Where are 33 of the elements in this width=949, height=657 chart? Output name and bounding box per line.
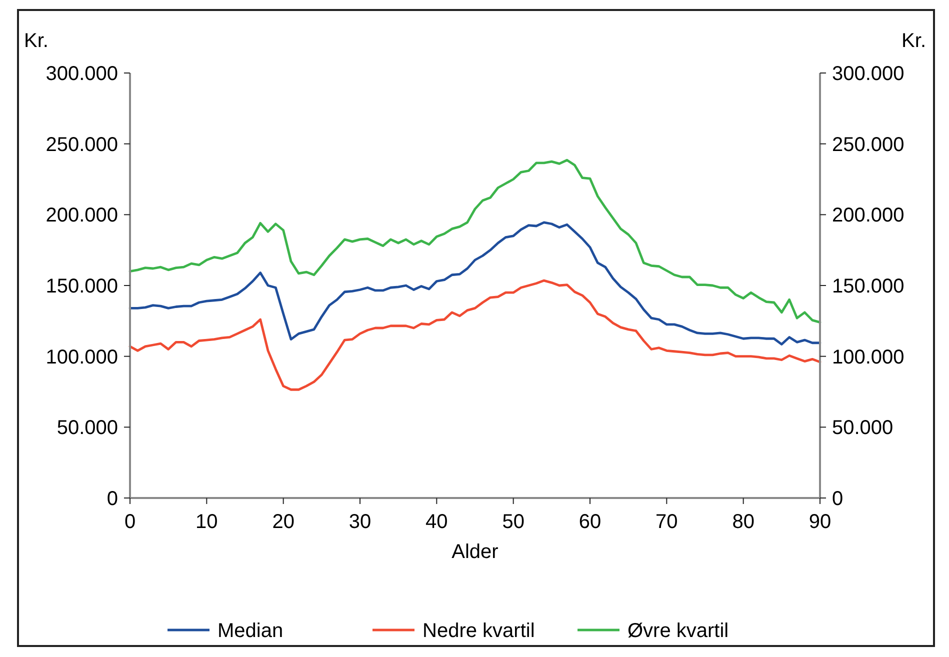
x-tick-label: 80 [732,511,754,533]
legend-label: Nedre kvartil [422,620,535,642]
line-series [128,279,822,391]
y-tick-label: 100.000 [46,346,118,368]
y-tick-label: 0 [106,488,118,510]
line-series [128,221,822,346]
y2-tick-label: 300.000 [832,63,904,85]
x-tick-label: 30 [348,511,372,533]
x-tick-label: 50 [502,511,524,533]
x-tick-label: 10 [196,511,218,533]
legend-label: Median [218,620,284,642]
y2-tick-label: 200.000 [832,204,904,227]
x-tick-label: 40 [426,511,448,533]
line-series [128,158,822,324]
x-axis-title: Alder [452,541,499,563]
y2-axis-title: Kr. [902,30,926,52]
y2-tick-label: 50.000 [832,417,894,440]
x-tick-label: 0 [124,511,136,533]
legend-label: Øvre kvartil [628,620,729,642]
x-tick-label: 60 [578,511,602,533]
y2-tick-label: 100.000 [832,346,904,368]
x-tick-label: 20 [272,511,294,533]
y-tick-label: 200.000 [46,204,118,227]
y-axis-title: Kr. [24,30,48,52]
x-tick-label: 90 [808,511,832,533]
y2-tick-label: 250.000 [832,134,904,156]
y2-tick-label: 0 [832,488,844,510]
x-tick-label: 70 [656,511,678,533]
y2-tick-label: 150.000 [832,276,904,298]
y-tick-label: 50.000 [56,417,118,440]
y-tick-label: 250.000 [46,134,118,156]
y-tick-label: 300.000 [46,63,118,85]
y-tick-label: 150.000 [46,276,118,298]
